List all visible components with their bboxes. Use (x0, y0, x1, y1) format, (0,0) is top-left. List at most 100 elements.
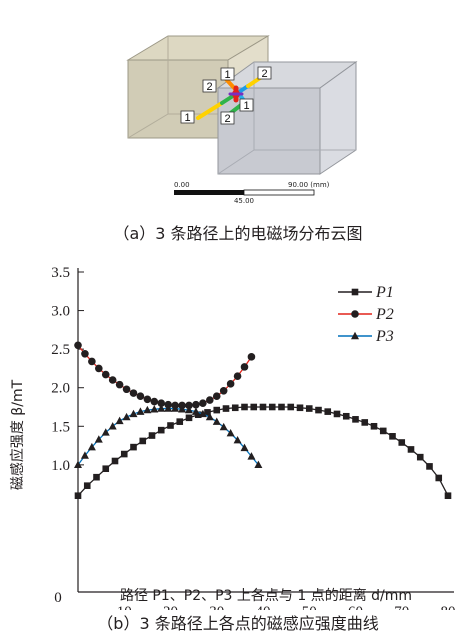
data-point-marker (361, 419, 369, 426)
data-point-marker (259, 403, 267, 411)
data-point-marker (268, 403, 276, 411)
data-point-marker (130, 443, 137, 451)
data-point-marker (111, 457, 119, 465)
data-point-marker (444, 492, 452, 500)
data-point-marker (74, 341, 82, 350)
data-point-marker (247, 452, 256, 460)
right-block (216, 61, 358, 175)
data-point-marker (287, 403, 295, 411)
data-point-marker (219, 387, 228, 395)
field-distribution-figure: 1 2 1 2 1 2 0.00 90.00 (mm) 45.00 (0, 0, 476, 210)
data-point-marker (240, 443, 249, 452)
data-point-marker (120, 450, 128, 458)
data-point-marker (129, 389, 138, 397)
data-point-marker (108, 422, 117, 430)
data-point-marker (351, 310, 359, 318)
data-point-marker (81, 349, 89, 358)
data-point-marker (136, 392, 145, 400)
data-point-marker (416, 453, 424, 461)
data-point-marker (226, 380, 235, 388)
data-point-marker (198, 409, 207, 418)
data-point-marker (185, 414, 193, 422)
point-label: 2 (261, 68, 267, 80)
data-point-marker (240, 363, 249, 371)
scale-bar-end: 90.00 (mm) (288, 181, 330, 189)
legend-entry: P1 (338, 284, 394, 301)
point-label: 1 (184, 112, 190, 124)
data-point-marker (129, 409, 138, 418)
data-point-marker (213, 406, 221, 414)
chart-axes (77, 268, 454, 593)
data-point-marker (171, 404, 180, 412)
data-point-marker (333, 410, 341, 418)
data-point-marker (226, 429, 235, 437)
data-point-marker (233, 435, 242, 444)
scale-bar: 0.00 90.00 (mm) 45.00 (174, 181, 330, 205)
legend-label: P2 (375, 306, 394, 323)
data-point-marker (157, 426, 165, 434)
scale-bar-start: 0.00 (174, 181, 190, 189)
data-point-marker (204, 409, 211, 416)
data-point-marker (233, 372, 242, 380)
data-point-marker (407, 446, 415, 453)
data-point-marker (157, 399, 166, 407)
y-tick-label: 2.5 (51, 342, 70, 358)
data-point-marker (167, 422, 174, 429)
data-point-marker (87, 442, 96, 451)
data-point-marker (115, 380, 124, 389)
data-point-marker (108, 376, 117, 384)
magnetic-induction-chart: 1.01.52.02.53.03.510203040506070800 P1P2… (0, 250, 476, 643)
data-point-marker (370, 422, 378, 430)
data-point-marker (398, 439, 406, 446)
point-label: 1 (243, 100, 249, 112)
y-tick-label: 3.5 (51, 265, 70, 281)
data-point-marker (212, 417, 221, 425)
data-point-marker (191, 407, 200, 415)
data-point-marker (206, 396, 214, 404)
origin-label: 0 (54, 590, 62, 606)
data-point-marker (185, 401, 193, 410)
data-point-marker (342, 412, 350, 420)
data-point-marker (222, 405, 230, 412)
figure-a-caption: （a）3 条路径上的电磁场分布云图 (113, 224, 363, 243)
chart-svg: 1.01.52.02.53.03.510203040506070800 P1P2… (9, 265, 456, 620)
data-point-marker (352, 416, 359, 423)
data-point-marker (164, 404, 173, 412)
point-labels: 1 2 1 2 1 2 (180, 66, 272, 125)
data-point-marker (88, 357, 96, 366)
data-point-marker (205, 412, 214, 421)
data-point-marker (74, 460, 82, 469)
x-axis-label: 路径 P1、P2、P3 上各点与 1 点的距离 d/mm (120, 587, 412, 604)
data-point-marker (139, 437, 147, 445)
data-point-marker (122, 412, 131, 421)
series-p2 (74, 341, 256, 410)
data-point-marker (115, 416, 124, 425)
legend-entry: P3 (338, 328, 394, 345)
data-point-marker (83, 482, 91, 489)
data-point-marker (351, 331, 359, 340)
data-point-marker (148, 432, 156, 439)
data-point-marker (101, 370, 110, 379)
data-point-marker (241, 403, 248, 411)
data-point-marker (136, 407, 145, 415)
data-point-marker (157, 404, 166, 412)
data-point-marker (80, 451, 89, 459)
data-point-marker (426, 463, 433, 470)
data-point-marker (150, 405, 159, 413)
field-distribution-render: 1 2 1 2 1 2 0.00 90.00 (mm) 45.00 (126, 35, 358, 205)
data-point-marker (178, 405, 187, 413)
data-point-marker (296, 404, 304, 412)
data-point-marker (435, 474, 443, 482)
legend-entry: P2 (338, 306, 394, 323)
data-point-marker (93, 473, 100, 481)
data-point-marker (351, 288, 359, 296)
y-tick-label: 1.5 (51, 419, 70, 435)
data-point-marker (219, 422, 228, 431)
data-point-marker (176, 418, 184, 425)
data-point-marker (315, 406, 322, 414)
data-point-marker (199, 399, 207, 407)
data-point-marker (102, 465, 110, 473)
series-p3 (74, 404, 263, 469)
legend-label: P1 (375, 284, 394, 301)
y-axis-label: 磁感应强度 β/mT (9, 379, 26, 490)
